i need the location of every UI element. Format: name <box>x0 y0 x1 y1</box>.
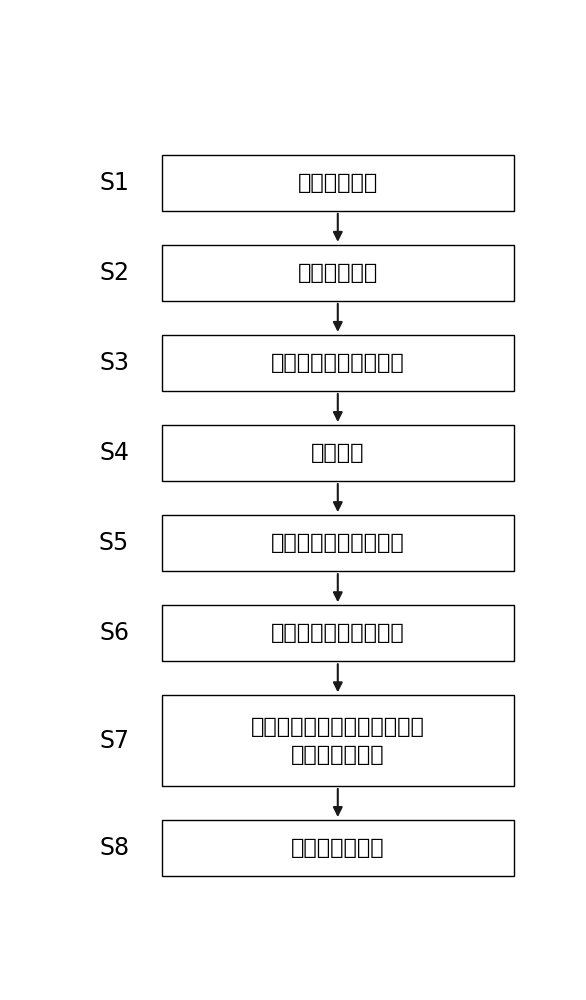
Text: S2: S2 <box>99 261 129 285</box>
Text: S4: S4 <box>99 441 129 465</box>
Text: 计算基础沉降量: 计算基础沉降量 <box>291 838 384 858</box>
Text: S1: S1 <box>99 171 129 195</box>
Text: S7: S7 <box>99 729 129 753</box>
Bar <box>162 820 514 876</box>
Text: S3: S3 <box>99 351 129 375</box>
Bar <box>162 515 514 571</box>
Bar <box>162 155 514 211</box>
Text: 确定基础沉降影响深度范围内
各土层影响因子: 确定基础沉降影响深度范围内 各土层影响因子 <box>251 717 425 765</box>
Bar <box>162 245 514 301</box>
Bar <box>162 425 514 481</box>
Bar <box>162 605 514 661</box>
Text: 场地面波勘探: 场地面波勘探 <box>298 173 378 193</box>
Text: 面波数据处理: 面波数据处理 <box>298 263 378 283</box>
Bar <box>162 335 514 391</box>
Text: S8: S8 <box>99 836 129 860</box>
Text: 确定基础沉降影响深度: 确定基础沉降影响深度 <box>271 353 405 373</box>
Text: 划分土层: 划分土层 <box>311 443 364 463</box>
Bar <box>162 695 514 786</box>
Text: 计算基底应力影响因子: 计算基底应力影响因子 <box>271 623 405 643</box>
Text: S6: S6 <box>99 621 129 645</box>
Text: S5: S5 <box>99 531 130 555</box>
Text: 计算基础深度影响系数: 计算基础深度影响系数 <box>271 533 405 553</box>
